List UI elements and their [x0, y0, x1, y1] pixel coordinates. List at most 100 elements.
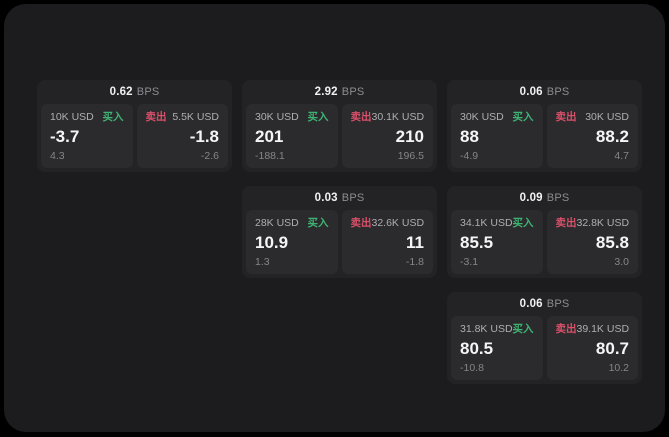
quote-card-body: 34.1K USD 买入 85.5 -3.1 卖出 32.8K USD 85.8… — [451, 210, 638, 274]
buy-quote-top: 28K USD 买入 — [255, 217, 329, 229]
spread-header: 2.92 BPS — [246, 80, 433, 104]
sell-quote-top: 卖出 32.8K USD — [556, 217, 630, 229]
sell-quote[interactable]: 卖出 39.1K USD 80.7 10.2 — [546, 316, 638, 380]
buy-quote-top: 34.1K USD 买入 — [460, 217, 534, 229]
spread-header: 0.03 BPS — [246, 186, 433, 210]
spread-header: 0.09 BPS — [451, 186, 638, 210]
sell-quote-top: 卖出 32.6K USD — [351, 217, 425, 229]
sell-quote[interactable]: 卖出 30.1K USD 210 196.5 — [341, 104, 433, 168]
sell-price: 85.8 — [595, 232, 629, 252]
buy-quote-top: 31.8K USD 买入 — [460, 323, 534, 335]
spread-unit-label: BPS — [341, 192, 365, 204]
sell-delta: -1.8 — [405, 256, 424, 268]
buy-delta: 1.3 — [255, 256, 270, 268]
spread-header: 0.06 BPS — [451, 292, 638, 316]
sell-side-label: 卖出 — [555, 217, 577, 229]
sell-delta: -2.6 — [200, 150, 219, 162]
buy-notional: 31.8K USD — [460, 323, 513, 335]
sell-quote[interactable]: 卖出 32.8K USD 85.8 3.0 — [546, 210, 638, 274]
buy-price: 88 — [460, 126, 479, 146]
buy-notional: 30K USD — [255, 111, 299, 123]
spread-unit-label: BPS — [341, 86, 365, 98]
sell-side-label: 卖出 — [350, 111, 372, 123]
quotes-grid: 0.62 BPS 10K USD 买入 -3.7 4.3 卖出 5.5K USD… — [37, 80, 642, 384]
spread-value: 0.06 — [519, 298, 543, 310]
sell-price: 210 — [395, 126, 424, 146]
sell-side-label: 卖出 — [555, 111, 577, 123]
spread-header: 0.62 BPS — [41, 80, 228, 104]
buy-side-label: 买入 — [307, 111, 329, 123]
quote-card-body: 10K USD 买入 -3.7 4.3 卖出 5.5K USD -1.8 -2.… — [41, 104, 228, 168]
spread-value: 2.92 — [314, 86, 338, 98]
buy-side-label: 买入 — [512, 111, 534, 123]
buy-price: 10.9 — [255, 232, 289, 252]
buy-notional: 34.1K USD — [460, 217, 513, 229]
sell-side-label: 卖出 — [555, 323, 577, 335]
buy-side-label: 买入 — [307, 217, 329, 229]
sell-price: 11 — [406, 232, 424, 252]
spread-value: 0.09 — [519, 192, 543, 204]
buy-notional: 28K USD — [255, 217, 299, 229]
sell-delta: 196.5 — [397, 150, 424, 162]
sell-price: -1.8 — [189, 126, 219, 146]
sell-price: 88.2 — [595, 126, 629, 146]
buy-side-label: 买入 — [102, 111, 124, 123]
sell-delta: 3.0 — [614, 256, 629, 268]
sell-notional: 32.6K USD — [371, 217, 425, 229]
sell-quote-top: 卖出 5.5K USD — [146, 111, 220, 123]
sell-notional: 30K USD — [585, 111, 629, 123]
buy-delta: -188.1 — [255, 150, 285, 162]
quote-card: 0.06 BPS 30K USD 买入 88 -4.9 卖出 30K USD 8… — [447, 80, 642, 172]
buy-delta: -4.9 — [460, 150, 479, 162]
buy-quote-top: 30K USD 买入 — [460, 111, 534, 123]
buy-delta: -3.1 — [460, 256, 479, 268]
spread-unit-label: BPS — [546, 192, 570, 204]
buy-delta: -10.8 — [460, 362, 484, 374]
quote-card: 0.62 BPS 10K USD 买入 -3.7 4.3 卖出 5.5K USD… — [37, 80, 232, 172]
buy-quote[interactable]: 28K USD 买入 10.9 1.3 — [246, 210, 338, 274]
sell-notional: 5.5K USD — [172, 111, 219, 123]
sell-quote[interactable]: 卖出 5.5K USD -1.8 -2.6 — [136, 104, 228, 168]
sell-quote-top: 卖出 30.1K USD — [351, 111, 425, 123]
sell-quote[interactable]: 卖出 30K USD 88.2 4.7 — [546, 104, 638, 168]
buy-side-label: 买入 — [512, 217, 534, 229]
buy-notional: 10K USD — [50, 111, 94, 123]
buy-price: 80.5 — [460, 338, 494, 358]
buy-quote[interactable]: 30K USD 买入 201 -188.1 — [246, 104, 338, 168]
buy-price: -3.7 — [50, 126, 80, 146]
sell-delta: 10.2 — [608, 362, 629, 374]
sell-quote[interactable]: 卖出 32.6K USD 11 -1.8 — [341, 210, 433, 274]
spread-unit-label: BPS — [546, 86, 570, 98]
buy-quote[interactable]: 30K USD 买入 88 -4.9 — [451, 104, 543, 168]
quote-card-body: 28K USD 买入 10.9 1.3 卖出 32.6K USD 11 -1.8 — [246, 210, 433, 274]
buy-price: 201 — [255, 126, 284, 146]
buy-side-label: 买入 — [512, 323, 534, 335]
spread-unit-label: BPS — [546, 298, 570, 310]
quote-card-body: 30K USD 买入 201 -188.1 卖出 30.1K USD 210 1… — [246, 104, 433, 168]
buy-quote[interactable]: 34.1K USD 买入 85.5 -3.1 — [451, 210, 543, 274]
sell-notional: 30.1K USD — [371, 111, 425, 123]
sell-delta: 4.7 — [614, 150, 629, 162]
quote-card: 2.92 BPS 30K USD 买入 201 -188.1 卖出 30.1K … — [242, 80, 437, 172]
buy-quote-top: 10K USD 买入 — [50, 111, 124, 123]
sell-price: 80.7 — [595, 338, 629, 358]
quote-card: 0.09 BPS 34.1K USD 买入 85.5 -3.1 卖出 32.8K… — [447, 186, 642, 278]
quote-card-body: 30K USD 买入 88 -4.9 卖出 30K USD 88.2 4.7 — [451, 104, 638, 168]
buy-quote[interactable]: 31.8K USD 买入 80.5 -10.8 — [451, 316, 543, 380]
sell-notional: 39.1K USD — [576, 323, 630, 335]
spread-value: 0.03 — [314, 192, 338, 204]
buy-quote[interactable]: 10K USD 买入 -3.7 4.3 — [41, 104, 133, 168]
spread-value: 0.62 — [109, 86, 133, 98]
buy-delta: 4.3 — [50, 150, 65, 162]
sell-side-label: 卖出 — [145, 111, 167, 123]
sell-notional: 32.8K USD — [576, 217, 630, 229]
spread-unit-label: BPS — [136, 86, 160, 98]
quotes-panel: 0.62 BPS 10K USD 买入 -3.7 4.3 卖出 5.5K USD… — [4, 4, 665, 432]
buy-notional: 30K USD — [460, 111, 504, 123]
quote-card-body: 31.8K USD 买入 80.5 -10.8 卖出 39.1K USD 80.… — [451, 316, 638, 380]
spread-header: 0.06 BPS — [451, 80, 638, 104]
quote-card: 0.03 BPS 28K USD 买入 10.9 1.3 卖出 32.6K US… — [242, 186, 437, 278]
sell-quote-top: 卖出 39.1K USD — [556, 323, 630, 335]
buy-quote-top: 30K USD 买入 — [255, 111, 329, 123]
